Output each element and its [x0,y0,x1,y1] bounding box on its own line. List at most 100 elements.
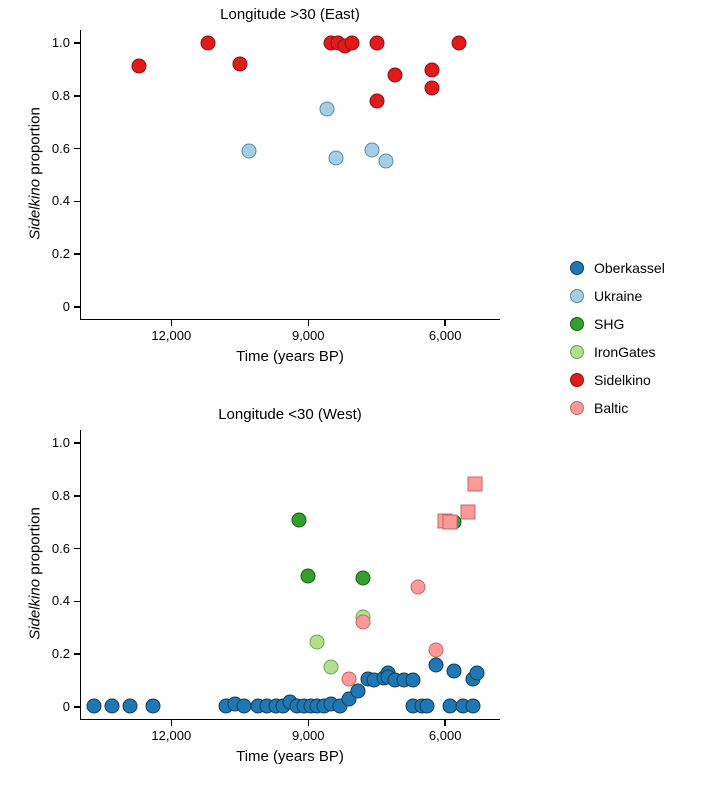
xtick-mark [308,720,310,726]
ytick-mark [74,601,80,603]
xtick-label: 9,000 [278,328,338,343]
x-axis-label: Time (years BP) [80,348,500,365]
legend-swatch [570,345,584,359]
ytick-label: 0.6 [52,541,70,556]
data-point [301,569,316,584]
legend-label: IronGates [594,344,655,360]
data-point [429,643,444,658]
ytick-label: 0.4 [52,193,70,208]
ytick-mark [74,495,80,497]
data-point [470,665,485,680]
data-point [447,664,462,679]
data-point [86,698,101,713]
legend-item: Sidelkino [570,372,665,388]
legend-label: SHG [594,316,624,332]
data-point [442,515,457,530]
ytick-mark [74,706,80,708]
xtick-mark [171,320,173,326]
ytick-mark [74,442,80,444]
legend-item: Oberkassel [570,260,665,276]
data-point [419,698,434,713]
legend: Oberkassel Ukraine SHG IronGates Sidelkino Ba… [570,260,665,428]
ytick-mark [74,95,80,97]
ytick-label: 1.0 [52,435,70,450]
legend-swatch [570,401,584,415]
legend-label: Baltic [594,400,628,416]
ytick-label: 1.0 [52,35,70,50]
ytick-mark [74,148,80,150]
legend-swatch [570,317,584,331]
xtick-mark [444,320,446,326]
data-point [467,477,482,492]
xtick-mark [308,320,310,326]
xtick-mark [171,720,173,726]
legend-swatch [570,289,584,303]
data-point [123,698,138,713]
legend-item: Baltic [570,400,665,416]
legend-label: Ukraine [594,288,642,304]
data-point [241,144,256,159]
legend-item: IronGates [570,344,665,360]
ytick-mark [74,653,80,655]
data-point [342,672,357,687]
ytick-label: 0.6 [52,141,70,156]
data-point [132,58,147,73]
plot-area [80,430,500,720]
ytick-label: 0.4 [52,593,70,608]
legend-swatch [570,373,584,387]
ytick-label: 0 [63,299,70,314]
ytick-label: 0 [63,699,70,714]
data-point [232,57,247,72]
data-point [424,81,439,96]
data-point [406,673,421,688]
data-point [104,698,119,713]
ytick-label: 0.2 [52,646,70,661]
legend-label: Oberkassel [594,260,665,276]
xtick-label: 12,000 [141,328,201,343]
figure-root: Longitude >30 (East) 0 0.2 0.4 0.6 0.8 1.0 12,0… [0,0,706,792]
xtick-label: 12,000 [141,728,201,743]
legend-swatch [570,261,584,275]
ytick-label: 0.8 [52,88,70,103]
ytick-mark [74,201,80,203]
x-axis-label: Time (years BP) [80,748,500,765]
data-point [429,657,444,672]
data-point [451,36,466,51]
legend-label: Sidelkino [594,372,651,388]
xtick-label: 6,000 [415,328,475,343]
y-axis-label: Sidelkino proportion [27,29,44,319]
ytick-mark [74,42,80,44]
ytick-mark [74,306,80,308]
data-point [369,94,384,109]
data-point [200,36,215,51]
panel-title: Longitude <30 (West) [80,406,500,423]
legend-item: Ukraine [570,288,665,304]
data-point [365,142,380,157]
data-point [319,102,334,117]
data-point [356,615,371,630]
ytick-label: 0.8 [52,488,70,503]
data-point [310,635,325,650]
xtick-label: 6,000 [415,728,475,743]
legend-item: SHG [570,316,665,332]
xtick-mark [444,720,446,726]
data-point [328,150,343,165]
data-point [424,62,439,77]
ytick-mark [74,548,80,550]
data-point [292,512,307,527]
y-axis-label: Sidelkino proportion [27,429,44,719]
data-point [378,153,393,168]
xtick-label: 9,000 [278,728,338,743]
data-point [344,36,359,51]
data-point [465,698,480,713]
panel-title: Longitude >30 (East) [80,6,500,23]
data-point [461,504,476,519]
ytick-label: 0.2 [52,246,70,261]
data-point [369,36,384,51]
data-point [324,660,339,675]
data-point [356,570,371,585]
data-point [388,67,403,82]
data-point [410,579,425,594]
ytick-mark [74,253,80,255]
data-point [146,698,161,713]
